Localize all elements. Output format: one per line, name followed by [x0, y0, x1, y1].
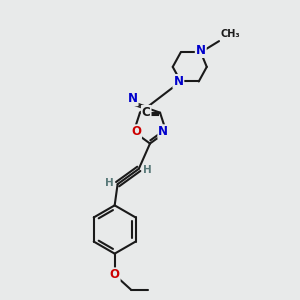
Text: H: H	[105, 178, 114, 188]
Text: H: H	[143, 165, 152, 175]
Text: O: O	[131, 125, 141, 138]
Text: N: N	[158, 125, 168, 138]
Text: N: N	[196, 44, 206, 57]
Text: N: N	[173, 75, 183, 88]
Text: C: C	[142, 106, 151, 119]
Text: N: N	[128, 92, 138, 105]
Text: O: O	[110, 268, 120, 281]
Text: CH₃: CH₃	[220, 29, 240, 39]
